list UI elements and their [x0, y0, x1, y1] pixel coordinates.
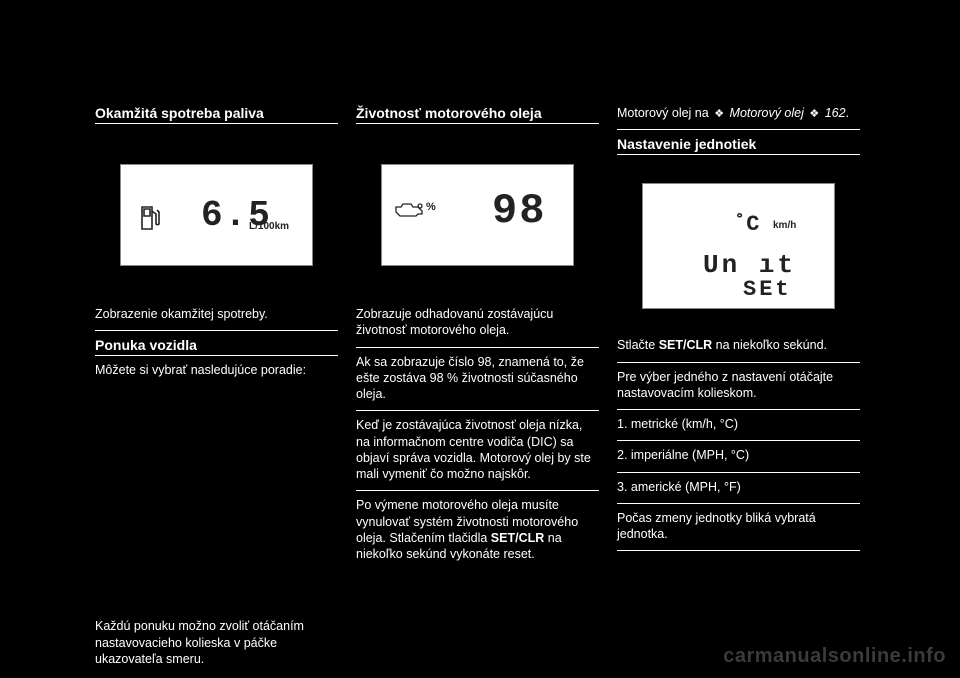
divider — [617, 550, 860, 551]
oil-value: 98 — [492, 187, 546, 235]
unit-line2: SEt — [743, 277, 792, 302]
divider — [617, 129, 860, 130]
heading-vehicle-menu: Ponuka vozidla — [95, 337, 338, 353]
para-menu-intro: Môžete si vybrať nasledujúce poradie: — [95, 362, 338, 378]
xref-arrow-icon: ❖ — [809, 108, 819, 120]
divider — [356, 123, 599, 124]
button-ref-setclr: SET/CLR — [491, 531, 544, 545]
text: na niekoľko sekúnd. — [712, 338, 827, 352]
column-3: Motorový olej na ❖ Motorový olej ❖ 162. … — [617, 105, 860, 675]
unit-settings-display: ˚C km/h Un ıt SEt — [617, 161, 860, 331]
divider — [95, 123, 338, 124]
column-1: Okamžitá spotreba paliva 6.5 L/100km Zob… — [95, 105, 338, 675]
divider — [617, 409, 860, 410]
divider — [356, 410, 599, 411]
para-oil-3: Keď je zostávajúca životnosť oleja nízka… — [356, 417, 599, 482]
para-units-3: Počas zmeny jednotky bliká vybratá jedno… — [617, 510, 860, 543]
oil-life-display: % 98 — [356, 130, 599, 300]
watermark-text: carmanualsonline.info — [723, 645, 946, 668]
text: Stlačte — [617, 338, 659, 352]
fuel-unit-label: L/100km — [249, 221, 289, 232]
para-oil-1: Zobrazuje odhadovanú zostávajúcu životno… — [356, 306, 599, 339]
caption-fuel: Zobrazenie okamžitej spotreby. — [95, 306, 338, 322]
fuel-consumption-display: 6.5 L/100km — [95, 130, 338, 300]
unit-option-2: 2. imperiálne (MPH, °C) — [617, 447, 860, 463]
oil-can-icon — [394, 201, 424, 219]
unit-kmh-label: km/h — [773, 220, 796, 231]
para-menu-select: Každú ponuku možno zvoliť otáčaním nasta… — [95, 618, 338, 667]
oil-percent-symbol: % — [426, 201, 436, 213]
unit-degree-c: ˚C — [733, 212, 759, 237]
xref-page: 162 — [825, 106, 846, 120]
display-screen: 6.5 L/100km — [120, 164, 313, 266]
unit-option-1: 1. metrické (km/h, °C) — [617, 416, 860, 432]
divider — [617, 362, 860, 363]
unit-line1: Un ıt — [703, 250, 796, 280]
para-oil-4: Po výmene motorového oleja musíte vynulo… — [356, 497, 599, 562]
heading-unit-settings: Nastavenie jednotiek — [617, 136, 860, 152]
para-units-1: Stlačte SET/CLR na niekoľko sekúnd. — [617, 337, 860, 353]
unit-option-3: 3. americké (MPH, °F) — [617, 479, 860, 495]
display-screen: ˚C km/h Un ıt SEt — [642, 183, 835, 309]
button-ref-setclr: SET/CLR — [659, 338, 712, 352]
divider — [356, 490, 599, 491]
para-oil-2: Ak sa zobrazuje číslo 98, znamená to, že… — [356, 354, 599, 403]
fuel-pump-icon — [139, 205, 163, 231]
heading-oil-life: Životnosť motorového oleja — [356, 105, 599, 121]
xref-arrow-icon: ❖ — [714, 108, 724, 120]
divider — [95, 355, 338, 356]
divider — [617, 154, 860, 155]
para-units-2: Pre výber jedného z nastavení otáčajte n… — [617, 369, 860, 402]
xref-link: Motorový olej — [730, 106, 804, 120]
divider — [617, 503, 860, 504]
para-oil-xref: Motorový olej na ❖ Motorový olej ❖ 162. — [617, 105, 860, 121]
divider — [617, 440, 860, 441]
heading-fuel-consumption: Okamžitá spotreba paliva — [95, 105, 338, 121]
divider — [617, 472, 860, 473]
column-2: Životnosť motorového oleja % 98 Zobrazuj… — [356, 105, 599, 675]
divider — [95, 330, 338, 331]
divider — [356, 347, 599, 348]
manual-page: Okamžitá spotreba paliva 6.5 L/100km Zob… — [95, 105, 860, 675]
display-screen: % 98 — [381, 164, 574, 266]
text: Motorový olej na — [617, 106, 712, 120]
